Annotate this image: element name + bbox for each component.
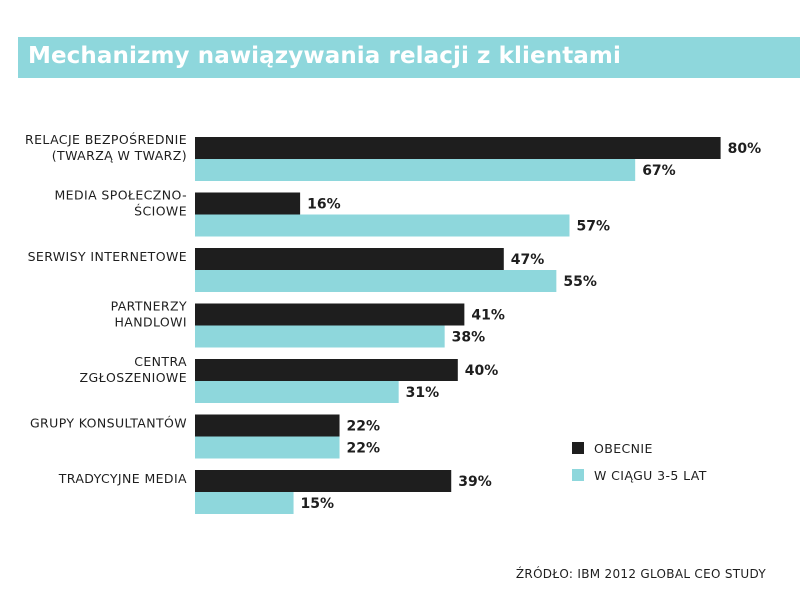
category-label-line: MEDIA SPOŁECZNO- — [55, 188, 188, 203]
bar — [195, 436, 340, 459]
legend-swatch — [572, 442, 584, 454]
data-label: 38% — [452, 330, 486, 346]
data-label: 16% — [307, 197, 341, 213]
legend: OBECNIE W CIĄGU 3-5 LAT — [572, 441, 707, 483]
bars-layer: RELACJE BEZPOŚREDNIE (TWARZĄ W TWARZ) 80% 6… — [25, 132, 761, 514]
data-label: 47% — [511, 252, 545, 268]
bar — [195, 359, 458, 381]
bar — [195, 270, 557, 292]
category-label: PARTNERZY HANDLOWI — [111, 299, 187, 330]
category-label: GRUPY KONSULTANTÓW — [30, 416, 187, 431]
bar — [195, 414, 340, 437]
bar — [195, 137, 721, 159]
bar — [195, 248, 504, 270]
category-label: TRADYCYJNE MEDIA — [58, 471, 187, 486]
data-label: 31% — [406, 385, 440, 401]
bar — [195, 470, 452, 492]
category-label-line: CENTRA — [134, 354, 187, 369]
bar — [195, 492, 294, 514]
category-label: SERWISY INTERNETOWE — [28, 249, 187, 264]
data-label: 57% — [576, 219, 610, 235]
category-label-line: (TWARZĄ W TWARZ) — [52, 148, 187, 163]
data-label: 22% — [347, 419, 381, 435]
bar — [195, 303, 465, 326]
category-label-line: ŚCIOWE — [134, 204, 187, 219]
bar — [195, 192, 301, 215]
data-label: 67% — [642, 163, 676, 179]
data-label: 41% — [471, 308, 505, 324]
category-label-line: GRUPY KONSULTANTÓW — [30, 416, 187, 431]
legend-label: OBECNIE — [594, 441, 653, 456]
bar — [195, 325, 445, 348]
category-label: CENTRA ZGŁOSZENIOWE — [80, 354, 187, 385]
category-label: RELACJE BEZPOŚREDNIE (TWARZĄ W TWARZ) — [25, 132, 187, 163]
data-label: 22% — [347, 441, 381, 457]
category-label: MEDIA SPOŁECZNO-ŚCIOWE — [55, 188, 188, 219]
category-label-line: TRADYCYJNE MEDIA — [58, 471, 187, 486]
bar — [195, 159, 636, 181]
data-label: 15% — [301, 496, 335, 512]
category-label-line: PARTNERZY — [111, 299, 187, 314]
category-label-line: HANDLOWI — [114, 315, 187, 330]
data-label: 40% — [465, 363, 499, 379]
data-label: 80% — [728, 141, 762, 157]
legend-label: W CIĄGU 3-5 LAT — [594, 468, 707, 483]
legend-swatch — [572, 469, 584, 481]
chart-title: Mechanizmy nawiązywania relacji z klient… — [28, 43, 621, 69]
category-label-line: ZGŁOSZENIOWE — [80, 370, 187, 385]
data-label: 55% — [563, 274, 597, 290]
source-note: ŹRÓDŁO: IBM 2012 GLOBAL CEO STUDY — [515, 567, 766, 581]
title-band: Mechanizmy nawiązywania relacji z klient… — [18, 37, 800, 78]
category-label-line: SERWISY INTERNETOWE — [28, 249, 187, 264]
bar — [195, 214, 570, 237]
bar — [195, 381, 399, 403]
data-label: 39% — [458, 474, 492, 490]
category-label-line: RELACJE BEZPOŚREDNIE — [25, 132, 187, 147]
